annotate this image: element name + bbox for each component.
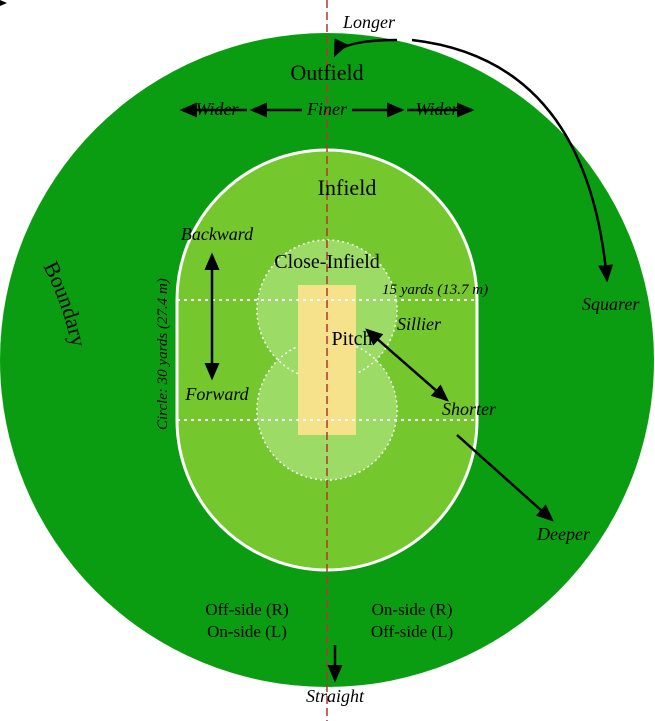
onside-l-label: On-side (L) bbox=[207, 622, 287, 641]
cricket-field-diagram: OutfieldInfieldClose-InfieldPitchBoundar… bbox=[0, 0, 655, 721]
close-infield-label: Close-Infield bbox=[274, 251, 380, 273]
yards15-note: 15 yards (13.7 m) bbox=[382, 282, 488, 298]
outfield-label: Outfield bbox=[290, 60, 363, 85]
pitch-label: Pitch bbox=[331, 328, 372, 350]
offside-l-label: Off-side (L) bbox=[371, 622, 453, 641]
sillier-label: Sillier bbox=[397, 314, 442, 334]
deeper-label: Deeper bbox=[536, 524, 591, 544]
shorter-label: Shorter bbox=[442, 399, 497, 419]
circle-note: Circle: 30 yards (27.4 m) bbox=[155, 278, 171, 430]
onside-r-label: On-side (R) bbox=[372, 600, 453, 619]
forward-label: Forward bbox=[184, 384, 249, 404]
straight-label: Straight bbox=[306, 686, 365, 706]
squarer-label: Squarer bbox=[582, 294, 640, 314]
longer-label: Longer bbox=[342, 12, 396, 32]
infield-label: Infield bbox=[318, 175, 377, 200]
finer-label: Finer bbox=[306, 99, 348, 119]
backward-label: Backward bbox=[181, 224, 254, 244]
offside-r-label: Off-side (R) bbox=[205, 600, 288, 619]
